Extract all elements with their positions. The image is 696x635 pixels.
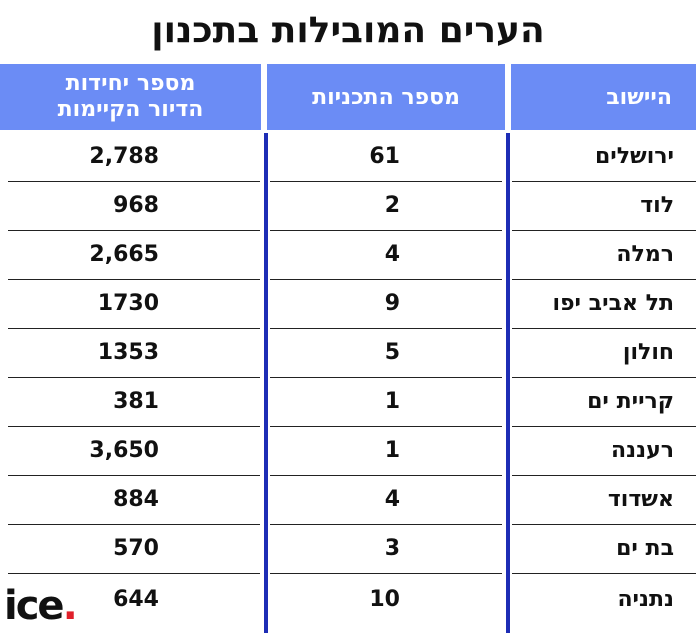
row-separator: [512, 279, 696, 280]
units-cell: 570: [113, 536, 159, 561]
city-cell: אשדוד: [607, 487, 674, 512]
plans-cell: 3: [384, 536, 400, 561]
table-row: נתניה 10 644: [0, 576, 696, 625]
city-cell: נתניה: [617, 587, 674, 612]
units-cell: 1353: [97, 340, 159, 365]
plans-cell: 2: [384, 193, 400, 218]
row-separator: [512, 573, 696, 574]
logo-dot: .: [62, 583, 78, 629]
row-separator: [270, 524, 502, 525]
table-row: רעננה 1 3,650: [0, 427, 696, 476]
row-separator: [8, 230, 260, 231]
header-city: היישוב: [511, 64, 696, 130]
units-cell: 884: [113, 487, 159, 512]
row-separator: [8, 426, 260, 427]
city-cell: בת ים: [616, 536, 674, 561]
row-separator: [8, 524, 260, 525]
row-separator: [270, 230, 502, 231]
row-separator: [512, 475, 696, 476]
city-cell: קריית ים: [587, 389, 674, 414]
plans-cell: 61: [369, 144, 400, 169]
row-separator: [512, 181, 696, 182]
units-cell: 2,665: [89, 242, 159, 267]
city-cell: לוד: [640, 193, 674, 218]
header-units-line2: הדיור הקיימות: [57, 97, 204, 122]
logo-text: ice: [4, 583, 65, 629]
row-separator: [8, 328, 260, 329]
plans-cell: 4: [384, 242, 400, 267]
units-cell: 3,650: [89, 438, 159, 463]
column-divider-right: [506, 133, 510, 633]
table-row: ירושלים 61 2,788: [0, 133, 696, 182]
column-divider-left: [264, 133, 268, 633]
row-separator: [270, 475, 502, 476]
row-separator: [8, 181, 260, 182]
city-cell: רעננה: [611, 438, 674, 463]
table-row: אשדוד 4 884: [0, 476, 696, 525]
header-plans-label: מספר התכניות: [312, 84, 460, 110]
units-cell: 644: [113, 587, 159, 612]
row-separator: [8, 377, 260, 378]
plans-cell: 5: [384, 340, 400, 365]
city-cell: תל אביב יפו: [552, 291, 674, 316]
header-units-line1: מספר יחידות: [65, 71, 196, 96]
row-separator: [8, 475, 260, 476]
row-separator: [270, 573, 502, 574]
page-title: הערים המובילות בתכנון: [151, 10, 545, 51]
header-city-label: היישוב: [606, 84, 672, 110]
units-cell: 968: [113, 193, 159, 218]
units-cell: 1730: [97, 291, 159, 316]
table-row: תל אביב יפו 9 1730: [0, 280, 696, 329]
plans-cell: 4: [384, 487, 400, 512]
plans-cell: 10: [369, 587, 400, 612]
row-separator: [270, 426, 502, 427]
city-cell: ירושלים: [594, 144, 674, 169]
row-separator: [270, 377, 502, 378]
row-separator: [270, 328, 502, 329]
plans-cell: 1: [384, 389, 400, 414]
table-row: בת ים 3 570: [0, 525, 696, 574]
table-row: קריית ים 1 381: [0, 378, 696, 427]
row-separator: [512, 230, 696, 231]
table-row: לוד 2 968: [0, 182, 696, 231]
table-row: רמלה 4 2,665: [0, 231, 696, 280]
row-separator: [8, 573, 260, 574]
row-separator: [512, 426, 696, 427]
header-plans: מספר התכניות: [267, 64, 505, 130]
row-separator: [270, 181, 502, 182]
city-cell: רמלה: [616, 242, 674, 267]
row-separator: [270, 279, 502, 280]
plans-cell: 9: [384, 291, 400, 316]
units-cell: 2,788: [89, 144, 159, 169]
row-separator: [8, 279, 260, 280]
row-separator: [512, 377, 696, 378]
plans-cell: 1: [384, 438, 400, 463]
units-cell: 381: [113, 389, 159, 414]
table-row: חולון 5 1353: [0, 329, 696, 378]
row-separator: [512, 328, 696, 329]
ice-logo: ice.: [4, 583, 78, 629]
city-cell: חולון: [622, 340, 674, 365]
row-separator: [512, 524, 696, 525]
header-units: מספר יחידות הדיור הקיימות: [0, 64, 261, 130]
